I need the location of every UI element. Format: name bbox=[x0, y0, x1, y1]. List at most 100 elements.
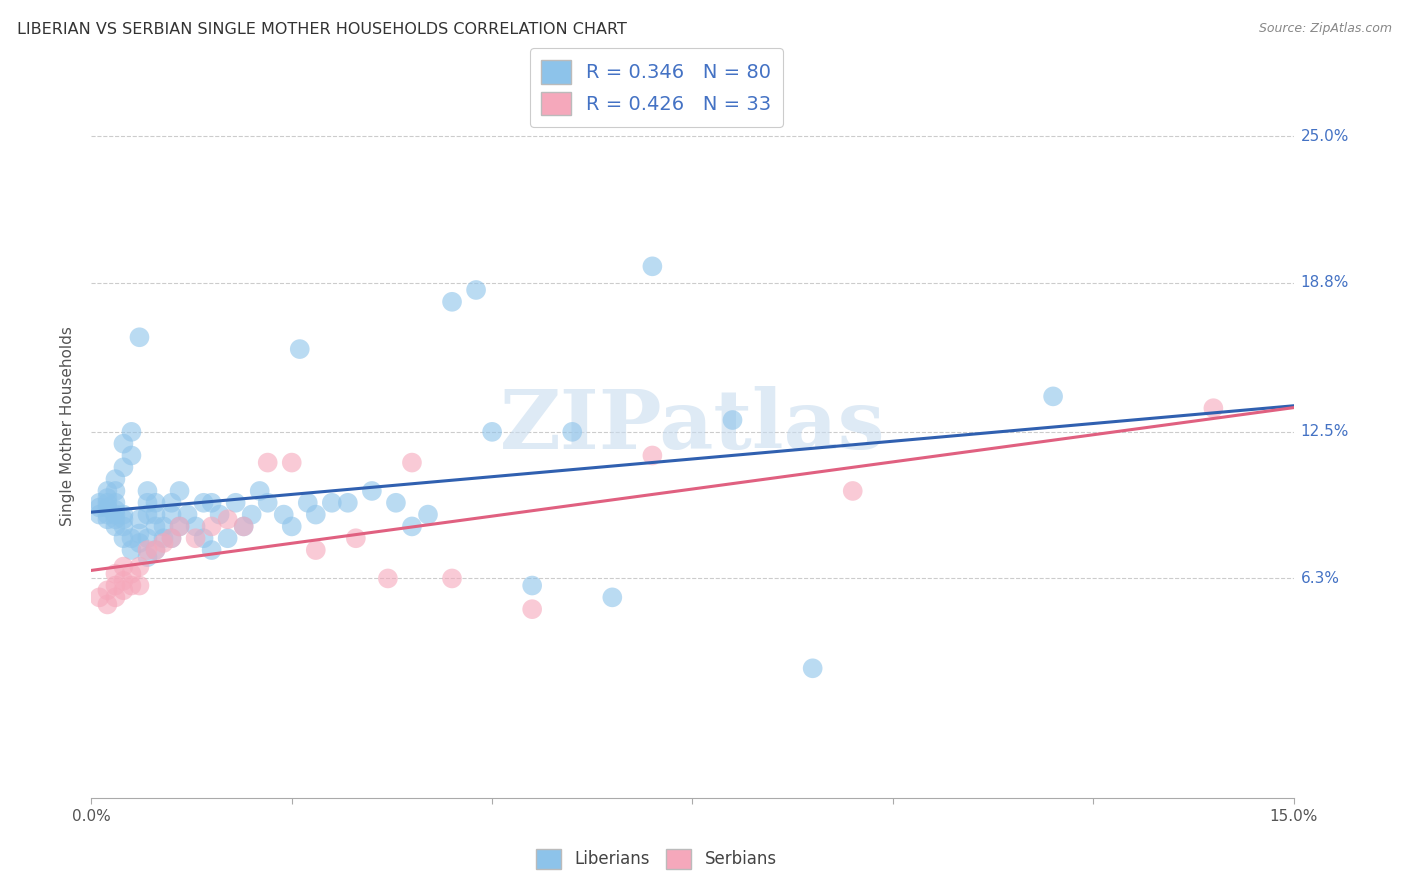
Point bbox=[145, 519, 167, 533]
Point bbox=[128, 512, 150, 526]
Point bbox=[96, 483, 118, 498]
Point bbox=[121, 531, 143, 545]
Point bbox=[208, 508, 231, 522]
Point bbox=[232, 519, 254, 533]
Point bbox=[305, 543, 328, 558]
Point bbox=[240, 508, 263, 522]
Point bbox=[201, 543, 224, 558]
Point bbox=[112, 559, 135, 574]
Point bbox=[193, 496, 215, 510]
Point bbox=[128, 578, 150, 592]
Point bbox=[385, 496, 408, 510]
Point bbox=[225, 496, 247, 510]
Point bbox=[440, 294, 463, 309]
Point bbox=[201, 496, 224, 510]
Point bbox=[160, 531, 183, 545]
Point bbox=[360, 483, 382, 498]
Text: 6.3%: 6.3% bbox=[1301, 571, 1340, 586]
Text: Source: ZipAtlas.com: Source: ZipAtlas.com bbox=[1258, 22, 1392, 36]
Point bbox=[136, 508, 159, 522]
Point bbox=[152, 531, 174, 545]
Text: 12.5%: 12.5% bbox=[1301, 425, 1348, 440]
Point bbox=[344, 531, 367, 545]
Point bbox=[1202, 401, 1225, 416]
Point bbox=[561, 425, 583, 439]
Point bbox=[401, 519, 423, 533]
Point bbox=[321, 496, 343, 510]
Point bbox=[169, 519, 191, 533]
Point bbox=[217, 531, 239, 545]
Point bbox=[112, 531, 135, 545]
Point bbox=[169, 519, 191, 533]
Point bbox=[145, 508, 167, 522]
Text: ZIPatlas: ZIPatlas bbox=[499, 386, 886, 466]
Point bbox=[104, 566, 127, 581]
Point bbox=[160, 508, 183, 522]
Point bbox=[184, 531, 207, 545]
Point bbox=[96, 508, 118, 522]
Point bbox=[89, 500, 111, 515]
Point bbox=[112, 436, 135, 450]
Legend: Liberians, Serbians: Liberians, Serbians bbox=[529, 842, 783, 876]
Point bbox=[136, 496, 159, 510]
Point bbox=[273, 508, 295, 522]
Point bbox=[104, 503, 127, 517]
Point bbox=[377, 571, 399, 585]
Point bbox=[96, 583, 118, 598]
Point bbox=[401, 456, 423, 470]
Point bbox=[1042, 389, 1064, 403]
Point bbox=[160, 531, 183, 545]
Point bbox=[96, 512, 118, 526]
Point bbox=[96, 496, 118, 510]
Point bbox=[136, 531, 159, 545]
Point bbox=[721, 413, 744, 427]
Point bbox=[152, 536, 174, 550]
Point bbox=[169, 483, 191, 498]
Point bbox=[145, 543, 167, 558]
Text: 18.8%: 18.8% bbox=[1301, 276, 1348, 291]
Point bbox=[193, 531, 215, 545]
Point bbox=[256, 496, 278, 510]
Point bbox=[128, 526, 150, 541]
Y-axis label: Single Mother Households: Single Mother Households bbox=[60, 326, 76, 526]
Point bbox=[96, 491, 118, 505]
Point bbox=[184, 519, 207, 533]
Point bbox=[89, 508, 111, 522]
Point bbox=[641, 449, 664, 463]
Text: LIBERIAN VS SERBIAN SINGLE MOTHER HOUSEHOLDS CORRELATION CHART: LIBERIAN VS SERBIAN SINGLE MOTHER HOUSEH… bbox=[17, 22, 627, 37]
Point bbox=[121, 543, 143, 558]
Point bbox=[465, 283, 488, 297]
Point bbox=[152, 519, 174, 533]
Point bbox=[232, 519, 254, 533]
Point bbox=[136, 483, 159, 498]
Point bbox=[112, 512, 135, 526]
Point bbox=[305, 508, 328, 522]
Point bbox=[297, 496, 319, 510]
Point bbox=[602, 591, 624, 605]
Point bbox=[89, 591, 111, 605]
Point bbox=[522, 578, 544, 592]
Point bbox=[136, 543, 159, 558]
Point bbox=[104, 519, 127, 533]
Point bbox=[416, 508, 439, 522]
Point bbox=[128, 330, 150, 344]
Point bbox=[104, 512, 127, 526]
Point bbox=[121, 566, 143, 581]
Point bbox=[801, 661, 824, 675]
Point bbox=[96, 598, 118, 612]
Point bbox=[112, 460, 135, 475]
Point bbox=[217, 512, 239, 526]
Point bbox=[136, 550, 159, 565]
Point bbox=[176, 508, 198, 522]
Point bbox=[104, 472, 127, 486]
Point bbox=[128, 536, 150, 550]
Point bbox=[121, 578, 143, 592]
Point bbox=[89, 496, 111, 510]
Point bbox=[145, 543, 167, 558]
Point bbox=[249, 483, 271, 498]
Point bbox=[281, 456, 304, 470]
Point bbox=[104, 496, 127, 510]
Point bbox=[104, 578, 127, 592]
Point bbox=[281, 519, 304, 533]
Point bbox=[201, 519, 224, 533]
